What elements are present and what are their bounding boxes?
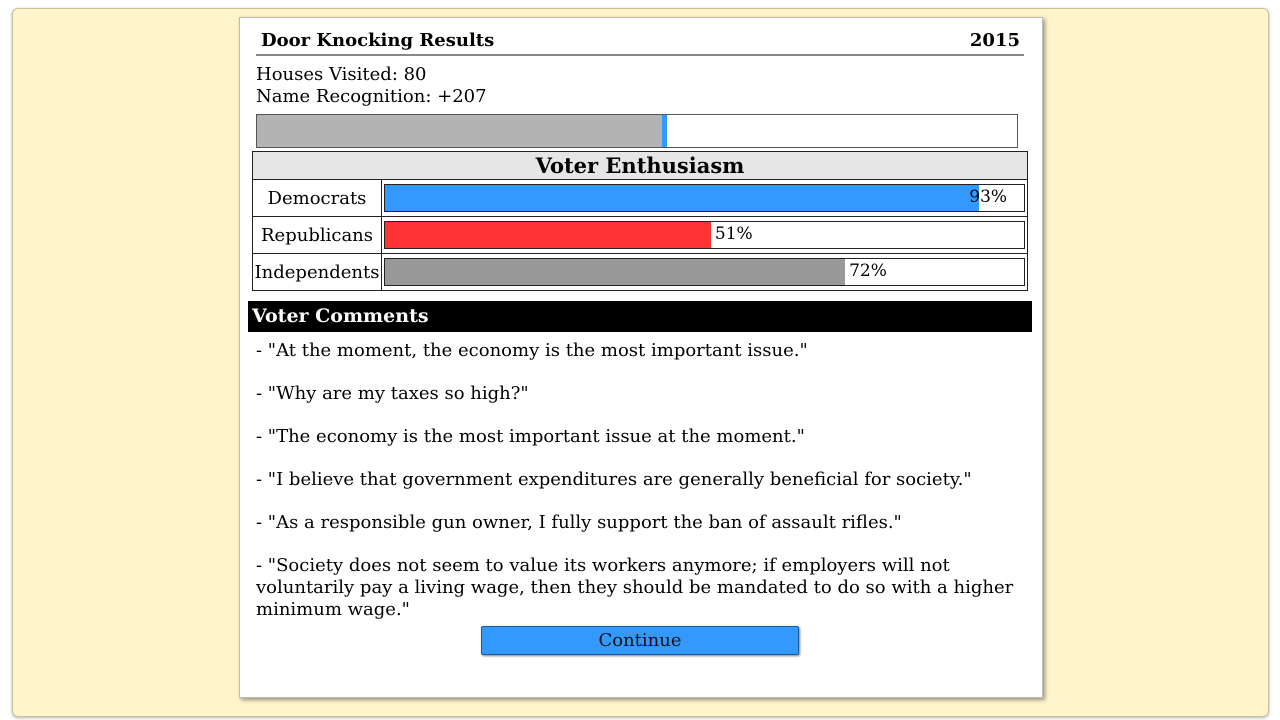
list-item: - "At the moment, the economy is the mos… — [256, 340, 808, 361]
bar-fill — [385, 259, 846, 285]
progress-fill — [257, 115, 668, 147]
bar-fill — [385, 185, 980, 211]
comments-list: - "At the moment, the economy is the mos… — [256, 340, 1026, 642]
voter-comments-header: Voter Comments — [248, 301, 1032, 332]
list-item: - "Society does not seem to value its wo… — [256, 555, 1014, 620]
bar-value: 51% — [714, 224, 753, 244]
bar-value: 93% — [969, 187, 1008, 207]
list-item: - "I believe that government expenditure… — [256, 469, 972, 490]
list-item: - "As a responsible gun owner, I fully s… — [256, 512, 902, 533]
voter-enthusiasm-table: Voter Enthusiasm Democrats 93% Republica… — [252, 151, 1028, 291]
enthusiasm-title: Voter Enthusiasm — [252, 151, 1028, 180]
results-panel: Door Knocking Results 2015 Houses Visite… — [239, 17, 1043, 698]
name-recognition-progress-bar — [256, 114, 1018, 148]
list-item: - "The economy is the most important iss… — [256, 426, 805, 447]
continue-button[interactable]: Continue — [481, 626, 799, 655]
houses-visited: Houses Visited: 80 — [256, 64, 427, 85]
name-recognition: Name Recognition: +207 — [256, 86, 487, 107]
party-label: Democrats — [252, 179, 382, 217]
enthusiasm-bar: 72% — [384, 258, 1025, 286]
bar-value: 72% — [849, 261, 887, 281]
table-row: Democrats 93% — [252, 179, 1028, 217]
table-row: Independents 72% — [252, 253, 1028, 291]
party-label: Independents — [252, 253, 382, 291]
table-row: Republicans 51% — [252, 216, 1028, 254]
list-item: - "Why are my taxes so high?" — [256, 383, 529, 404]
enthusiasm-bar: 93% — [384, 184, 1025, 212]
enthusiasm-bar: 51% — [384, 221, 1025, 249]
party-label: Republicans — [252, 216, 382, 254]
panel-title: Door Knocking Results — [261, 30, 495, 51]
bar-fill — [385, 222, 711, 248]
year-label: 2015 — [969, 30, 1020, 51]
panel-header: Door Knocking Results 2015 — [256, 28, 1024, 56]
